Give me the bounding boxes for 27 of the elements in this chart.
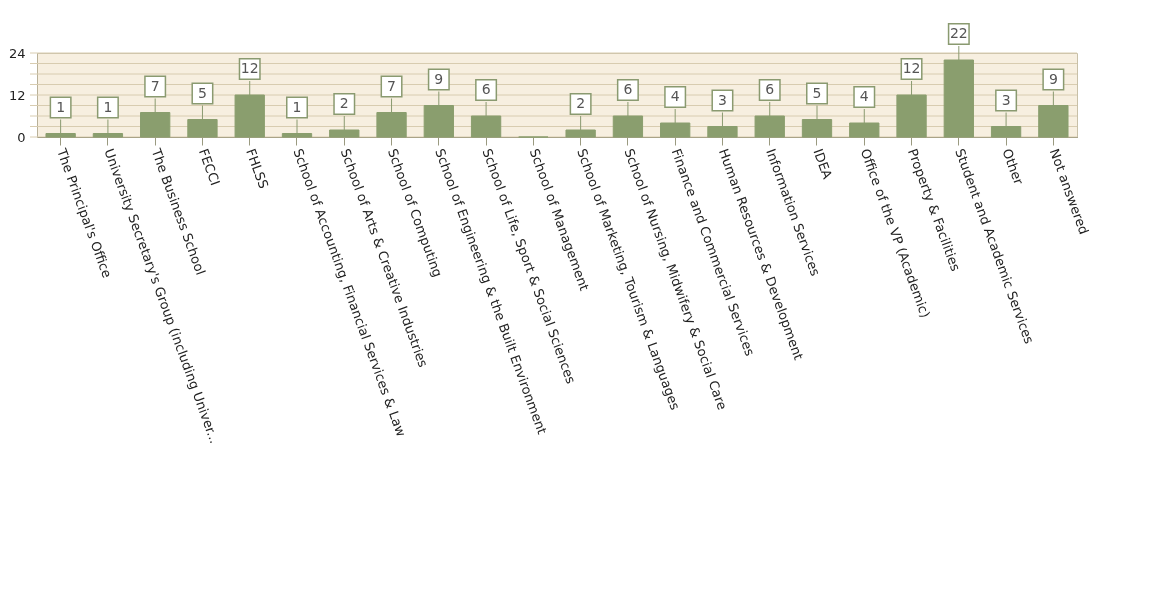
data-label: 12 [902,60,921,76]
data-label: 6 [765,81,775,97]
data-label: 5 [197,84,207,101]
data-label: 6 [481,81,491,97]
data-label: 4 [670,88,680,104]
data-label: 22 [949,25,968,41]
data-label: 12 [240,60,259,76]
data-label: 3 [717,91,727,108]
data-label: 7 [150,77,160,94]
data-label: 9 [1048,70,1058,87]
x-tick-label: IDEA [810,146,836,182]
data-label: 5 [812,84,822,101]
data-label: 3 [1001,91,1011,108]
data-label: 2 [576,95,586,111]
y-tick-label: 24 [8,45,26,61]
data-label: 1 [292,98,302,115]
data-label: 7 [387,77,397,94]
x-tick-label: Other [999,146,1027,188]
y-tick-label: 12 [8,87,26,103]
data-label: 1 [103,98,113,115]
x-tick-label: FECCI [195,146,223,188]
y-tick-label: 0 [17,129,26,145]
data-label: 1 [56,98,66,115]
data-label: 2 [339,95,349,111]
data-label: 6 [623,81,633,97]
data-label: 4 [859,88,869,104]
data-label: 9 [434,70,444,87]
